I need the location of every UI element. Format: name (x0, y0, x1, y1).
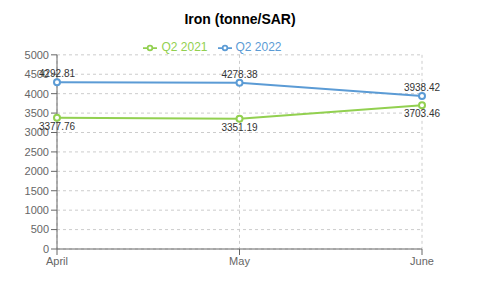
svg-text:3000: 3000 (24, 126, 49, 139)
svg-text:2500: 2500 (25, 146, 49, 158)
html-text:Iron (tonne/SAR): Iron (tonne/SAR) (184, 11, 296, 27)
svg-text:3377.76: 3377.76 (39, 121, 76, 132)
svg-text:April: April (46, 255, 68, 267)
svg-text:3500: 3500 (25, 107, 49, 119)
html-text:Q2 2022: Q2 2022 (235, 40, 282, 54)
html-text:Q2 2021: Q2 2021 (161, 40, 208, 54)
svg-text:1500: 1500 (25, 185, 49, 197)
svg-text:500: 500 (31, 223, 49, 235)
svg-text:3703.46: 3703.46 (404, 108, 441, 119)
svg-text:4000: 4000 (25, 88, 49, 100)
svg-text:1000: 1000 (25, 204, 49, 216)
svg-text:3938.42: 3938.42 (404, 82, 441, 93)
svg-text:4292.81: 4292.81 (39, 68, 76, 79)
svg-text:4500: 4500 (24, 68, 49, 81)
svg-text:2000: 2000 (25, 165, 49, 177)
svg-text:0: 0 (43, 243, 49, 255)
svg-text:5000: 5000 (25, 49, 49, 61)
svg-text:4278.38: 4278.38 (221, 69, 258, 80)
svg-text:June: June (410, 255, 434, 267)
svg-text:May: May (229, 255, 250, 267)
svg-text:3351.19: 3351.19 (221, 122, 258, 133)
